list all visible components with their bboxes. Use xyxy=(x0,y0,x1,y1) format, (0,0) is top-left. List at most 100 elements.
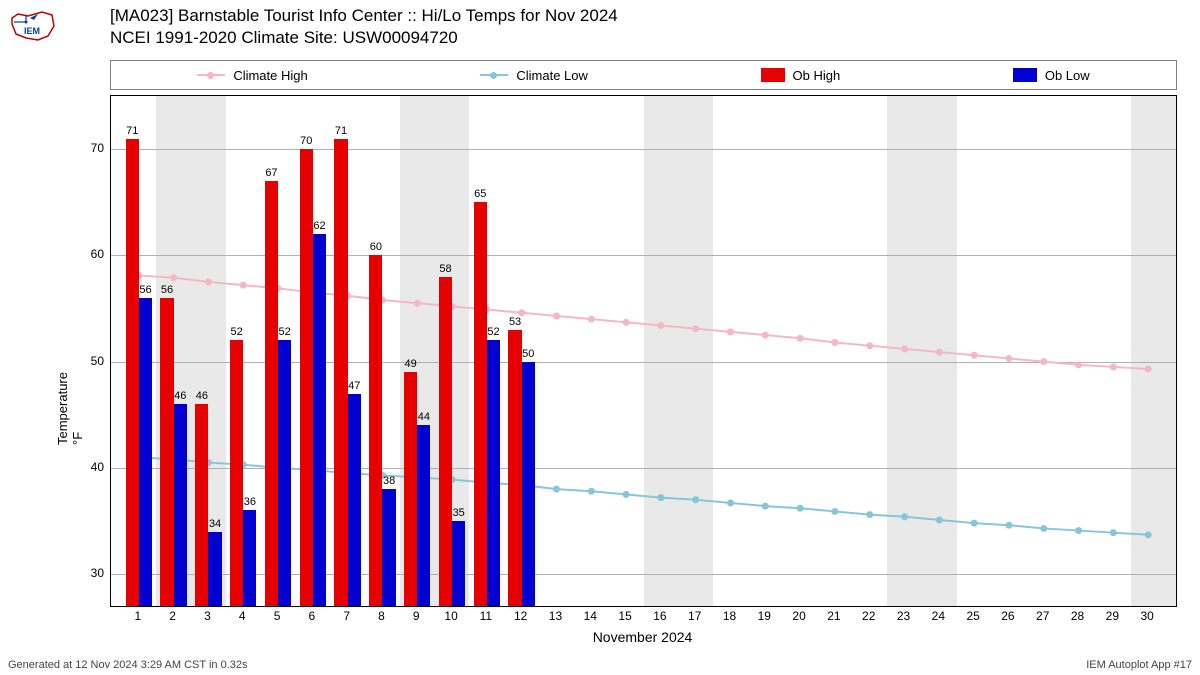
legend-label: Ob High xyxy=(793,68,841,83)
x-tick-label: 12 xyxy=(514,609,527,623)
ob-low-bar xyxy=(382,489,395,606)
ob-low-bar xyxy=(174,404,187,606)
x-tick-label: 1 xyxy=(134,609,141,623)
ob-low-bar xyxy=(139,298,152,606)
legend-climate-high: Climate High xyxy=(197,68,307,83)
ob-high-bar-label: 71 xyxy=(335,125,347,137)
ob-low-bar xyxy=(243,510,256,606)
x-tick-label: 16 xyxy=(653,609,666,623)
climate-low-line-marker xyxy=(1040,525,1047,532)
ob-high-bar-label: 56 xyxy=(161,284,173,296)
climate-low-line-marker xyxy=(1075,527,1082,534)
chart-title: [MA023] Barnstable Tourist Info Center :… xyxy=(110,6,618,26)
ob-high-bar-label: 65 xyxy=(474,188,486,200)
x-tick-label: 29 xyxy=(1106,609,1119,623)
ob-low-bar xyxy=(278,340,291,606)
ob-high-bar xyxy=(508,330,521,606)
legend-label: Climate High xyxy=(233,68,307,83)
ob-low-bar-label: 52 xyxy=(279,326,291,338)
legend-swatch-icon xyxy=(1013,68,1037,82)
ob-high-bar-label: 53 xyxy=(509,316,521,328)
climate-high-line-marker xyxy=(553,312,560,319)
x-tick-label: 30 xyxy=(1140,609,1153,623)
y-axis: Temperature °F 3040506070 xyxy=(0,95,110,605)
x-tick-label: 25 xyxy=(966,609,979,623)
legend-line-icon xyxy=(197,74,225,76)
ob-high-bar-label: 60 xyxy=(370,241,382,253)
ob-high-bar-label: 71 xyxy=(126,125,138,137)
ob-high-bar xyxy=(369,255,382,606)
ob-low-bar xyxy=(522,362,535,606)
y-tick-label: 40 xyxy=(91,460,104,474)
ob-high-bar xyxy=(160,298,173,606)
ob-high-bar xyxy=(334,139,347,607)
climate-low-line-marker xyxy=(1005,522,1012,529)
x-tick-label: 26 xyxy=(1001,609,1014,623)
ob-high-bar xyxy=(195,404,208,606)
ob-low-bar-label: 46 xyxy=(174,390,186,402)
x-tick-label: 19 xyxy=(758,609,771,623)
ob-high-bar xyxy=(474,202,487,606)
y-tick-label: 30 xyxy=(91,566,104,580)
ob-low-bar xyxy=(313,234,326,606)
climate-low-line-marker xyxy=(553,486,560,493)
climate-low-line-marker xyxy=(588,488,595,495)
legend: Climate High Climate Low Ob High Ob Low xyxy=(110,60,1177,90)
climate-low-line-marker xyxy=(1110,529,1117,536)
ob-high-bar xyxy=(230,340,243,606)
ob-low-bar xyxy=(452,521,465,606)
x-tick-label: 22 xyxy=(862,609,875,623)
climate-low-line-marker xyxy=(971,520,978,527)
iem-logo: IEM xyxy=(8,8,56,44)
weekend-band xyxy=(887,96,957,606)
ob-low-bar-label: 44 xyxy=(418,411,430,423)
ob-high-bar-label: 46 xyxy=(196,390,208,402)
climate-high-line-marker xyxy=(971,352,978,359)
ob-high-bar xyxy=(126,139,139,607)
weekend-band xyxy=(1131,96,1176,606)
legend-climate-low: Climate Low xyxy=(480,68,588,83)
climate-low-line-marker xyxy=(762,503,769,510)
legend-label: Ob Low xyxy=(1045,68,1090,83)
x-tick-label: 6 xyxy=(309,609,316,623)
gridline xyxy=(111,149,1176,150)
climate-low-line-marker xyxy=(797,505,804,512)
ob-low-bar xyxy=(348,394,361,607)
svg-text:IEM: IEM xyxy=(24,26,40,36)
ob-high-bar xyxy=(265,181,278,606)
x-tick-label: 18 xyxy=(723,609,736,623)
ob-low-bar-label: 35 xyxy=(453,507,465,519)
legend-label: Climate Low xyxy=(516,68,588,83)
ob-low-bar-label: 62 xyxy=(313,220,325,232)
x-tick-label: 21 xyxy=(827,609,840,623)
climate-low-line-marker xyxy=(727,499,734,506)
x-tick-label: 3 xyxy=(204,609,211,623)
x-tick-label: 10 xyxy=(444,609,457,623)
ob-high-bar xyxy=(439,277,452,606)
climate-high-line-marker xyxy=(866,342,873,349)
climate-high-line-marker xyxy=(1110,363,1117,370)
ob-low-bar-label: 50 xyxy=(522,348,534,360)
ob-high-bar-label: 67 xyxy=(265,167,277,179)
ob-low-bar-label: 52 xyxy=(487,326,499,338)
x-tick-label: 13 xyxy=(549,609,562,623)
x-tick-label: 4 xyxy=(239,609,246,623)
ob-low-bar xyxy=(208,532,221,606)
x-tick-label: 28 xyxy=(1071,609,1084,623)
ob-low-bar-label: 56 xyxy=(139,284,151,296)
x-tick-label: 27 xyxy=(1036,609,1049,623)
y-tick-label: 60 xyxy=(91,247,104,261)
ob-high-bar xyxy=(404,372,417,606)
climate-low-line-marker xyxy=(866,511,873,518)
x-tick-label: 7 xyxy=(343,609,350,623)
climate-high-line-marker xyxy=(727,328,734,335)
climate-low-line-marker xyxy=(623,491,630,498)
climate-high-line-marker xyxy=(762,332,769,339)
ob-high-bar-label: 49 xyxy=(405,358,417,370)
ob-high-bar xyxy=(300,149,313,606)
ob-high-bar-label: 58 xyxy=(439,263,451,275)
legend-line-icon xyxy=(480,74,508,76)
legend-swatch-icon xyxy=(761,68,785,82)
x-tick-label: 5 xyxy=(274,609,281,623)
plot-area: 7156465267707160495865535646343652624738… xyxy=(110,95,1177,607)
